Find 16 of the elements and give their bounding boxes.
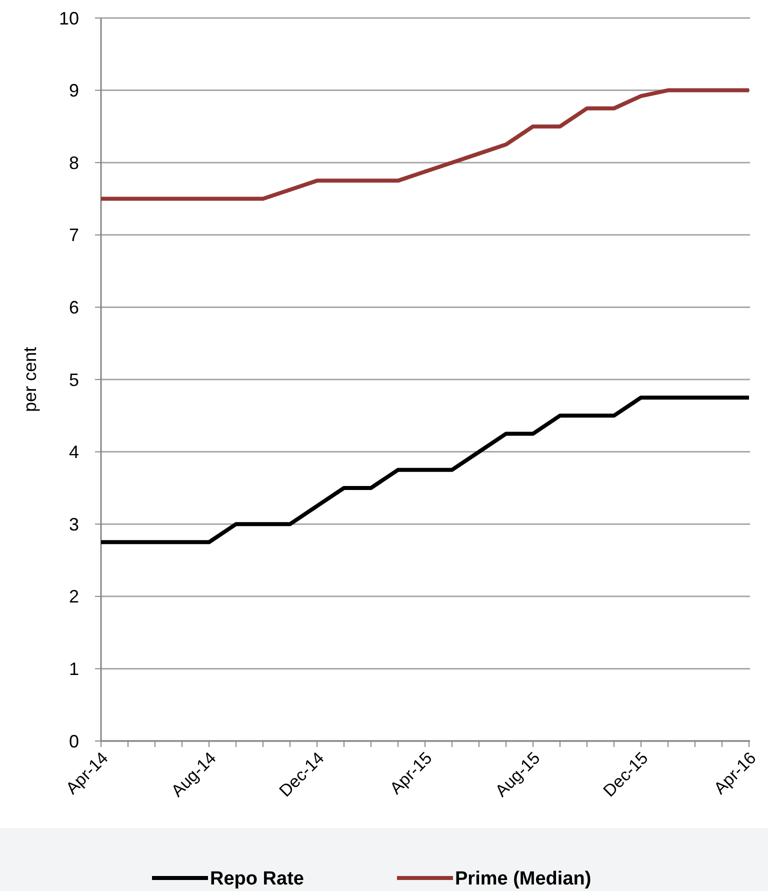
legend-label: Prime (Median) <box>455 868 592 890</box>
y-tick-label: 8 <box>68 152 79 173</box>
y-tick-label: 2 <box>68 586 79 607</box>
line-series <box>99 396 751 544</box>
legend-label: Repo Rate <box>210 868 304 890</box>
y-tick-label: 3 <box>68 514 79 534</box>
y-tick-label: 0 <box>68 731 79 752</box>
y-tick-label: 4 <box>68 442 79 462</box>
y-axis-title: per cent <box>20 346 40 412</box>
y-tick-label: 1 <box>68 659 79 679</box>
line-series <box>99 88 751 201</box>
y-tick-label: 10 <box>58 8 79 28</box>
y-tick-label: 6 <box>68 298 79 318</box>
y-tick-label: 9 <box>68 80 79 101</box>
y-tick-label: 5 <box>68 370 79 390</box>
y-tick-label: 7 <box>68 225 79 246</box>
